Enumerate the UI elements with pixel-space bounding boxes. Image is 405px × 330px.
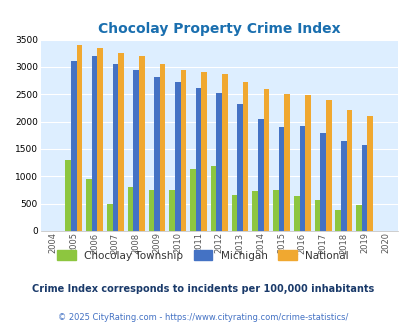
Bar [216, 93, 222, 231]
Bar [231, 195, 237, 231]
Bar [263, 89, 269, 231]
Bar [252, 191, 257, 231]
Bar [257, 119, 263, 231]
Bar [118, 53, 124, 231]
Bar [278, 127, 284, 231]
Bar [195, 88, 201, 231]
Bar [86, 179, 92, 231]
Bar [175, 82, 180, 231]
Bar [299, 126, 305, 231]
Bar [325, 100, 331, 231]
Bar [210, 166, 216, 231]
Bar [242, 82, 248, 231]
Bar [128, 187, 133, 231]
Bar [355, 205, 361, 231]
Bar [320, 133, 325, 231]
Bar [107, 204, 112, 231]
Bar [367, 115, 372, 231]
Bar [293, 196, 299, 231]
Bar [77, 45, 82, 231]
Bar [148, 190, 154, 231]
Title: Chocolay Property Crime Index: Chocolay Property Crime Index [98, 22, 340, 36]
Bar [340, 141, 346, 231]
Bar [154, 77, 159, 231]
Bar [190, 169, 195, 231]
Text: Crime Index corresponds to incidents per 100,000 inhabitants: Crime Index corresponds to incidents per… [32, 284, 373, 294]
Bar [305, 95, 310, 231]
Bar [284, 94, 289, 231]
Bar [139, 56, 144, 231]
Bar [314, 200, 320, 231]
Bar [180, 70, 185, 231]
Bar [97, 49, 103, 231]
Bar [112, 64, 118, 231]
Bar [201, 72, 207, 231]
Bar [65, 160, 71, 231]
Bar [169, 190, 175, 231]
Bar [273, 190, 278, 231]
Bar [361, 145, 367, 231]
Bar [133, 70, 139, 231]
Bar [335, 210, 340, 231]
Bar [222, 74, 227, 231]
Bar [71, 61, 77, 231]
Legend: Chocolay Township, Michigan, National: Chocolay Township, Michigan, National [54, 247, 351, 264]
Bar [159, 64, 165, 231]
Bar [346, 110, 352, 231]
Text: © 2025 CityRating.com - https://www.cityrating.com/crime-statistics/: © 2025 CityRating.com - https://www.city… [58, 313, 347, 322]
Bar [237, 104, 242, 231]
Bar [92, 56, 97, 231]
